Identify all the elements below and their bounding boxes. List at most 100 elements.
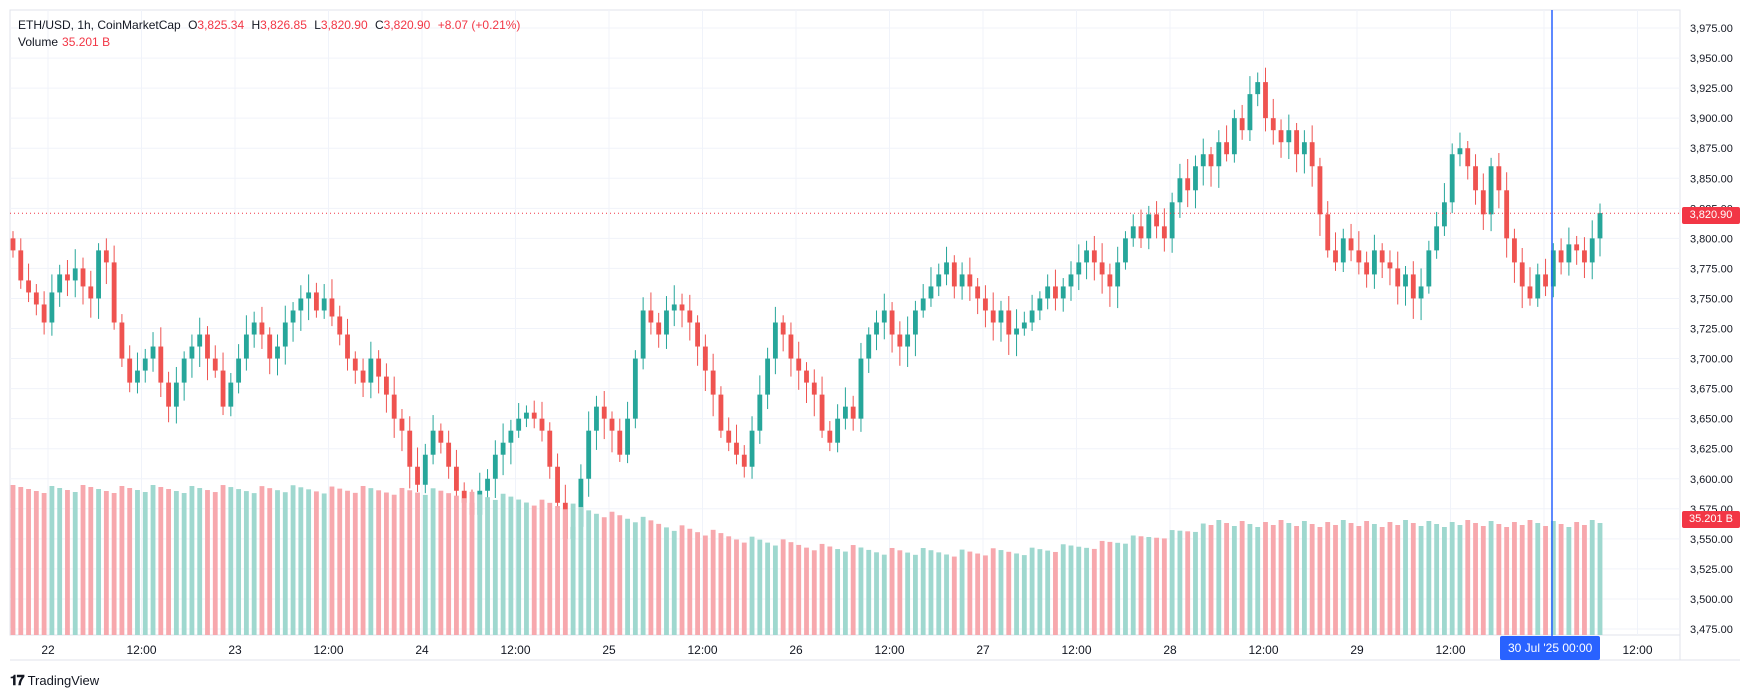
open-label: O <box>188 18 198 32</box>
candle-body <box>228 382 234 407</box>
candle-body <box>1138 226 1144 239</box>
open-value: 3,825.34 <box>197 18 245 32</box>
tradingview-brand[interactable]: 𝟏𝟕 TradingView <box>10 672 99 689</box>
candle-body <box>1037 298 1043 311</box>
volume-bar <box>788 542 794 635</box>
candle-body <box>1123 238 1128 263</box>
candle-body <box>524 412 529 419</box>
volume-bar <box>531 505 537 635</box>
volume-bar <box>640 516 646 635</box>
volume-bar <box>757 539 763 635</box>
x-tick-label: 25 <box>602 643 616 657</box>
candle-body <box>438 430 444 443</box>
candle-body <box>275 346 280 359</box>
candle-body <box>881 310 887 323</box>
candle-body <box>656 322 662 335</box>
volume-bar <box>702 535 708 635</box>
y-tick-label: 3,875.00 <box>1690 143 1733 155</box>
candle-body <box>492 454 498 479</box>
volume-bar <box>313 491 319 635</box>
candle-body <box>1270 118 1276 131</box>
candle-body <box>539 418 545 431</box>
y-tick-label: 3,525.00 <box>1690 564 1733 576</box>
candle-body <box>259 322 265 335</box>
candle-body <box>1309 142 1315 167</box>
candle-body <box>1519 262 1525 287</box>
volume-bar <box>1504 527 1510 635</box>
volume-bar <box>1597 523 1603 635</box>
candle-body <box>33 292 39 305</box>
volume-bar <box>220 485 226 635</box>
candle-body <box>10 238 16 251</box>
candle-body <box>1185 178 1191 191</box>
candle-body <box>26 280 31 293</box>
candle-body <box>251 322 257 335</box>
candle-body <box>345 334 350 359</box>
ohlc-row: ETH/USD, 1h, CoinMarketCap O3,825.34 H3,… <box>18 17 520 34</box>
candle-body <box>905 334 911 347</box>
brand-name: TradingView <box>27 673 100 688</box>
candle-body <box>983 298 988 311</box>
candle-body <box>1566 244 1572 263</box>
volume-bar <box>1574 522 1580 635</box>
candle-body <box>1449 154 1455 203</box>
chart-legend: ETH/USD, 1h, CoinMarketCap O3,825.34 H3,… <box>18 17 520 51</box>
candle-body <box>998 310 1004 323</box>
volume-bar <box>275 490 280 635</box>
volume-bar <box>1270 525 1276 635</box>
high-value: 3,826.85 <box>260 18 307 32</box>
volume-bar <box>819 543 825 635</box>
volume-bar <box>586 510 592 635</box>
low-value: 3,820.90 <box>320 18 368 32</box>
candle-body <box>819 394 825 431</box>
candle-body <box>205 334 210 359</box>
volume-bar <box>524 502 529 635</box>
volume-bar <box>1130 535 1136 635</box>
y-tick-label: 3,625.00 <box>1690 444 1733 456</box>
candle-body <box>368 358 374 383</box>
x-tick-label: 12:00 <box>1248 643 1278 657</box>
volume-bar <box>1379 527 1385 635</box>
volume-bar <box>578 506 584 635</box>
candle-body <box>1247 94 1253 131</box>
candle-body <box>127 358 133 383</box>
volume-bar <box>399 487 405 635</box>
volume-bar <box>1045 550 1051 635</box>
candle-body <box>119 322 125 359</box>
volume-label[interactable]: Volume <box>18 35 59 49</box>
volume-bar <box>57 488 63 635</box>
volume-bar <box>1014 553 1019 635</box>
volume-bar <box>936 552 942 635</box>
volume-bar <box>632 522 638 635</box>
candle-body <box>1543 274 1548 287</box>
x-tick-label: 24 <box>415 643 429 657</box>
candle-body <box>842 406 848 419</box>
candle-body <box>65 274 70 281</box>
volume-bar <box>88 487 94 635</box>
candle-body <box>485 478 490 491</box>
volume-bar <box>1527 520 1533 635</box>
candle-body <box>811 382 817 395</box>
candle-body <box>1480 190 1486 215</box>
volume-bar <box>570 503 576 635</box>
y-tick-label: 3,850.00 <box>1690 173 1733 185</box>
candle-body <box>103 250 109 263</box>
volume-bar <box>695 532 700 635</box>
volume-bar <box>547 502 553 635</box>
y-tick-label: 3,750.00 <box>1690 293 1733 305</box>
volume-bar <box>1239 521 1245 635</box>
volume-bar <box>72 492 78 635</box>
volume-bar <box>671 530 677 635</box>
candle-body <box>1582 250 1587 263</box>
candle-body <box>181 358 187 383</box>
candle-body <box>1231 118 1237 155</box>
candle-body <box>1473 166 1478 191</box>
candle-body <box>1053 286 1058 299</box>
volume-bar <box>1224 523 1229 635</box>
symbol-label[interactable]: ETH/USD, 1h, CoinMarketCap <box>18 18 181 32</box>
volume-bar <box>1193 531 1198 635</box>
y-tick-label: 3,975.00 <box>1690 23 1733 35</box>
plot-frame <box>9 9 1681 636</box>
